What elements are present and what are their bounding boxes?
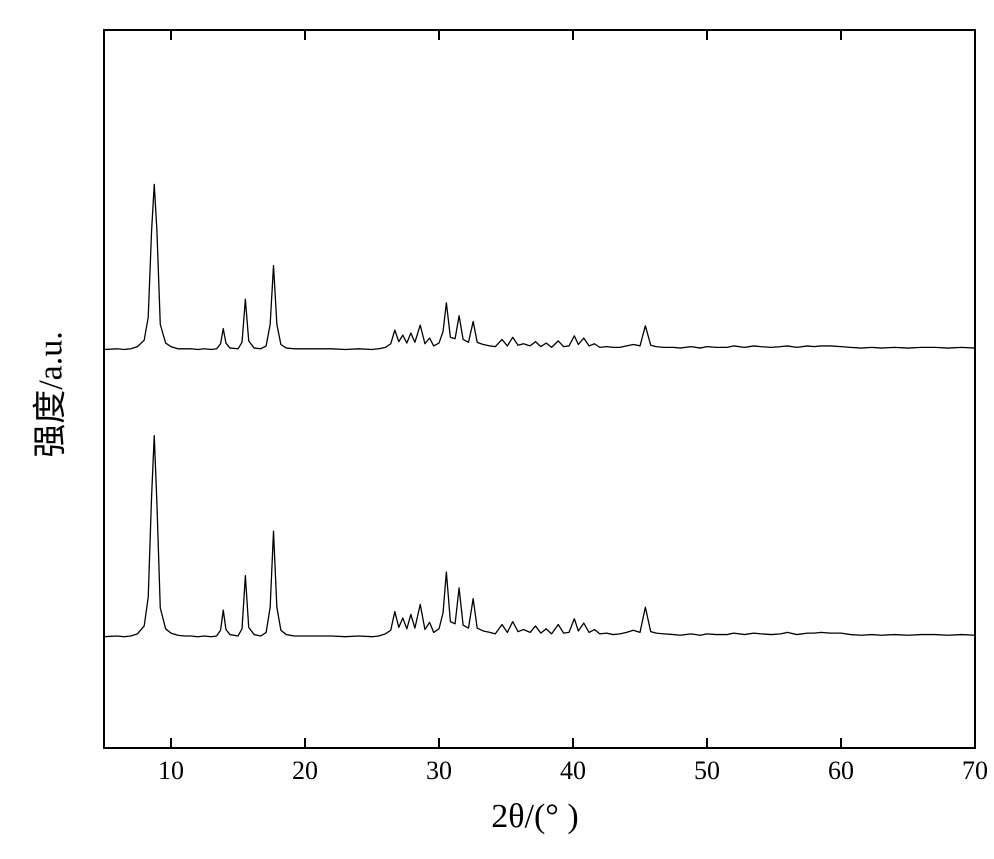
x-tick-label: 60 (828, 756, 854, 786)
x-tick-label: 50 (694, 756, 720, 786)
x-tick-label: 10 (158, 756, 184, 786)
y-axis-label: 强度/a.u. (23, 305, 72, 485)
x-tick-label: 20 (292, 756, 318, 786)
x-tick-label: 70 (962, 756, 988, 786)
pattern-lower (104, 436, 975, 637)
plot-frame (104, 30, 975, 748)
x-axis-label: 2θ/(° ) (435, 798, 635, 836)
x-tick-label: 30 (426, 756, 452, 786)
pattern-upper (104, 184, 975, 349)
xrd-chart: 强度/a.u. 2θ/(° ) 10 20 30 40 50 60 70 (0, 0, 994, 859)
x-tick-label: 40 (560, 756, 586, 786)
chart-svg (0, 0, 994, 859)
